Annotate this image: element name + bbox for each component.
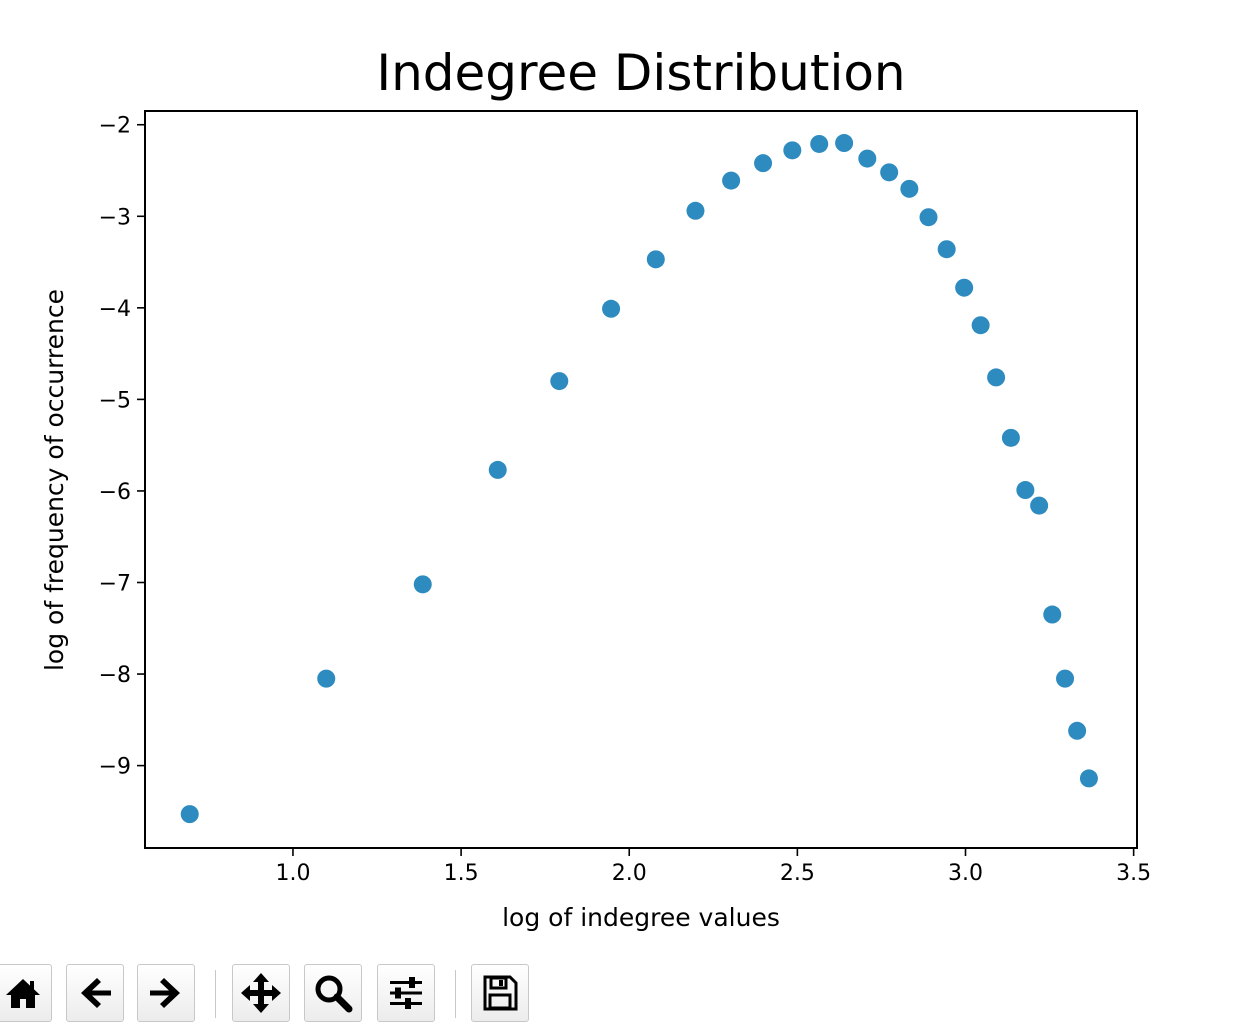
x-tick-label: 1.5 bbox=[444, 861, 479, 886]
chart-figure: Indegree Distribution 1.0 1.5 2.0 2.5 3.0 3.5… bbox=[40, 44, 1151, 932]
data-point bbox=[602, 299, 621, 318]
data-point bbox=[937, 240, 956, 259]
y-tick-label: −4 bbox=[99, 297, 131, 322]
data-point bbox=[783, 141, 802, 160]
back-button[interactable] bbox=[66, 964, 124, 1022]
arrow-left-icon bbox=[81, 978, 111, 1008]
y-axis-label: log of frequency of occurrence bbox=[40, 289, 69, 671]
data-point bbox=[1001, 428, 1020, 447]
x-tick-label: 1.0 bbox=[275, 861, 310, 886]
home-icon bbox=[6, 979, 40, 1008]
configure-subplots-button[interactable] bbox=[377, 964, 435, 1022]
data-point bbox=[646, 250, 665, 269]
data-point bbox=[1079, 769, 1098, 788]
data-point bbox=[971, 316, 990, 335]
arrow-right-icon bbox=[150, 978, 180, 1008]
data-point bbox=[686, 201, 705, 220]
y-tick-label: −7 bbox=[99, 571, 131, 596]
x-tick-label: 3.0 bbox=[948, 861, 983, 886]
data-point bbox=[1068, 721, 1087, 740]
x-tick-label: 3.5 bbox=[1116, 861, 1151, 886]
data-point bbox=[722, 171, 741, 190]
sliders-icon bbox=[390, 977, 422, 1009]
data-point bbox=[955, 278, 974, 297]
zoom-button[interactable] bbox=[304, 964, 362, 1022]
data-point bbox=[1056, 669, 1075, 688]
zoom-icon bbox=[315, 975, 353, 1013]
forward-button[interactable] bbox=[137, 964, 195, 1022]
data-point bbox=[488, 460, 507, 479]
data-point bbox=[858, 149, 877, 168]
plot-area: 1.0 1.5 2.0 2.5 3.0 3.5 −2 −3 −4 −5 −6 −7 −8 −9 bbox=[99, 110, 1151, 886]
data-point bbox=[180, 805, 199, 824]
toolbar-separator bbox=[215, 970, 216, 1018]
y-tick-label: −2 bbox=[99, 114, 131, 139]
data-point bbox=[987, 368, 1006, 387]
data-point bbox=[880, 163, 899, 182]
save-button[interactable] bbox=[471, 964, 529, 1022]
data-point bbox=[550, 372, 569, 391]
x-axis-label: log of indegree values bbox=[502, 903, 780, 932]
data-point bbox=[835, 134, 854, 153]
y-tick-label: −5 bbox=[99, 388, 131, 413]
data-point bbox=[1016, 481, 1035, 500]
y-tick-label: −3 bbox=[99, 205, 131, 230]
x-tick-label: 2.5 bbox=[780, 861, 815, 886]
data-point bbox=[413, 575, 432, 594]
navigation-toolbar bbox=[0, 960, 1250, 1024]
data-point bbox=[810, 134, 829, 153]
data-point bbox=[1030, 496, 1049, 515]
y-tick-label: −8 bbox=[99, 663, 131, 688]
data-point bbox=[1043, 605, 1062, 624]
chart-title: Indegree Distribution bbox=[376, 44, 905, 102]
data-point bbox=[317, 669, 336, 688]
home-button[interactable] bbox=[0, 964, 52, 1022]
toolbar-separator bbox=[455, 970, 456, 1018]
y-tick-label: −9 bbox=[99, 755, 131, 780]
move-icon bbox=[241, 973, 281, 1013]
axes-frame bbox=[144, 110, 1138, 849]
data-point bbox=[754, 154, 773, 173]
save-icon bbox=[483, 975, 518, 1011]
x-tick-label: 2.0 bbox=[612, 861, 647, 886]
y-tick-label: −6 bbox=[99, 480, 131, 505]
pan-button[interactable] bbox=[232, 964, 290, 1022]
data-point bbox=[900, 179, 919, 198]
data-point bbox=[919, 208, 938, 227]
